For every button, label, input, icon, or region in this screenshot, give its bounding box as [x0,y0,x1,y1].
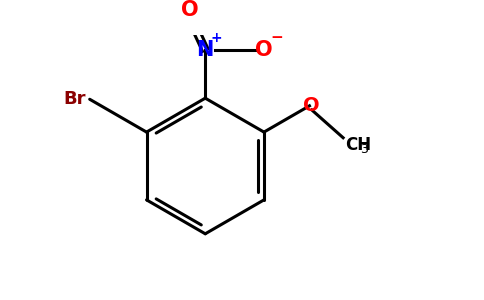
Text: Br: Br [64,90,86,108]
Text: O: O [256,40,273,60]
Text: +: + [211,31,222,45]
Text: N: N [197,40,214,60]
Text: O: O [303,96,320,115]
Text: 3: 3 [360,143,368,156]
Text: −: − [270,30,283,45]
Text: O: O [181,0,198,20]
Text: CH: CH [345,136,371,154]
